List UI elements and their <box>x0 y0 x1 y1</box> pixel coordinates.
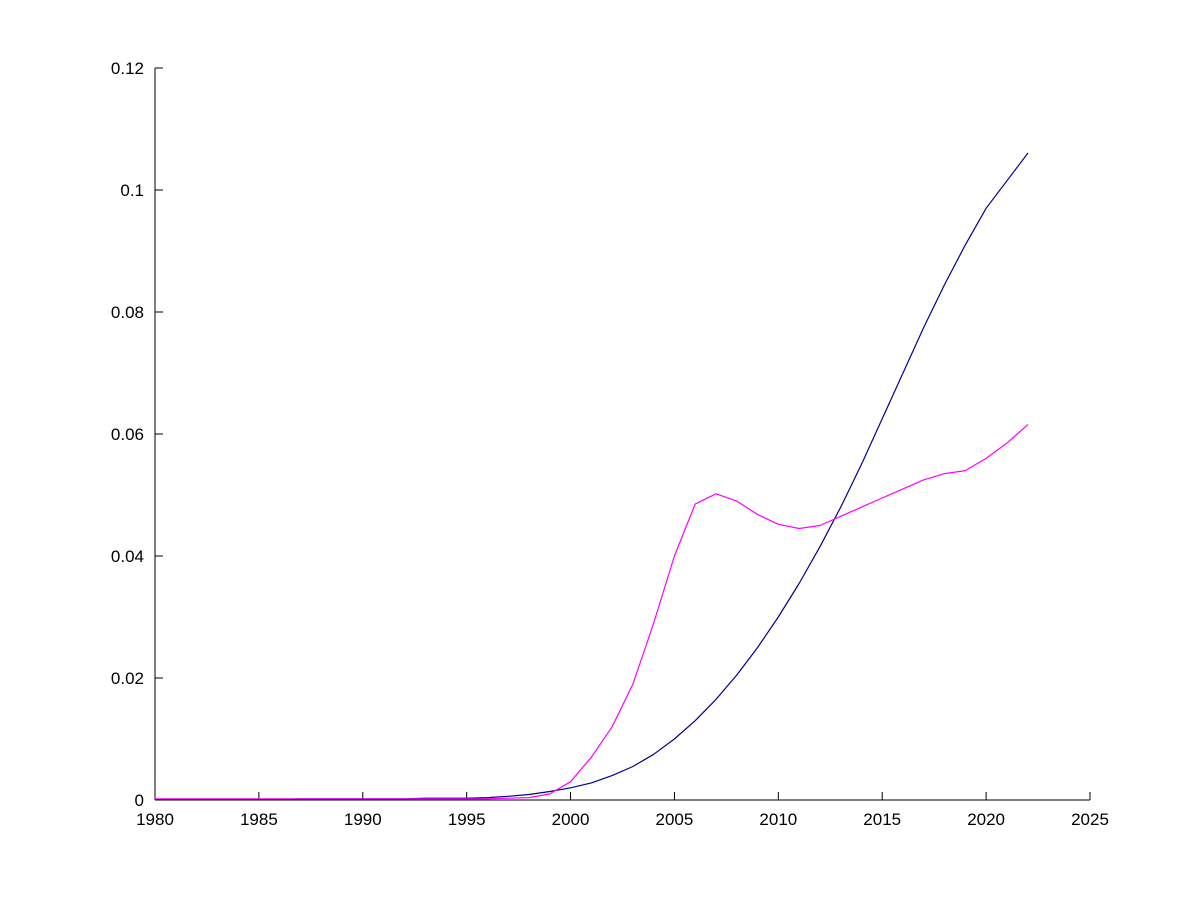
y-tick-label: 0.06 <box>111 425 144 444</box>
x-tick-label: 2005 <box>656 810 694 829</box>
x-tick-label: 1990 <box>344 810 382 829</box>
x-tick-label: 1985 <box>240 810 278 829</box>
y-tick-label: 0.08 <box>111 303 144 322</box>
y-tick-label: 0.02 <box>111 669 144 688</box>
y-tick-label: 0.04 <box>111 547 144 566</box>
y-tick-label: 0 <box>135 791 144 810</box>
x-tick-label: 2000 <box>552 810 590 829</box>
x-tick-label: 2015 <box>863 810 901 829</box>
dark-blue-series-line <box>154 152 1029 801</box>
x-tick-label: 1995 <box>448 810 486 829</box>
magenta-series-line <box>154 424 1029 800</box>
y-tick-label: 0.1 <box>120 181 144 200</box>
y-tick-label: 0.12 <box>111 59 144 78</box>
x-tick-label: 2020 <box>967 810 1005 829</box>
x-tick-label: 2025 <box>1071 810 1109 829</box>
x-tick-label: 1980 <box>136 810 174 829</box>
x-tick-label: 2010 <box>759 810 797 829</box>
